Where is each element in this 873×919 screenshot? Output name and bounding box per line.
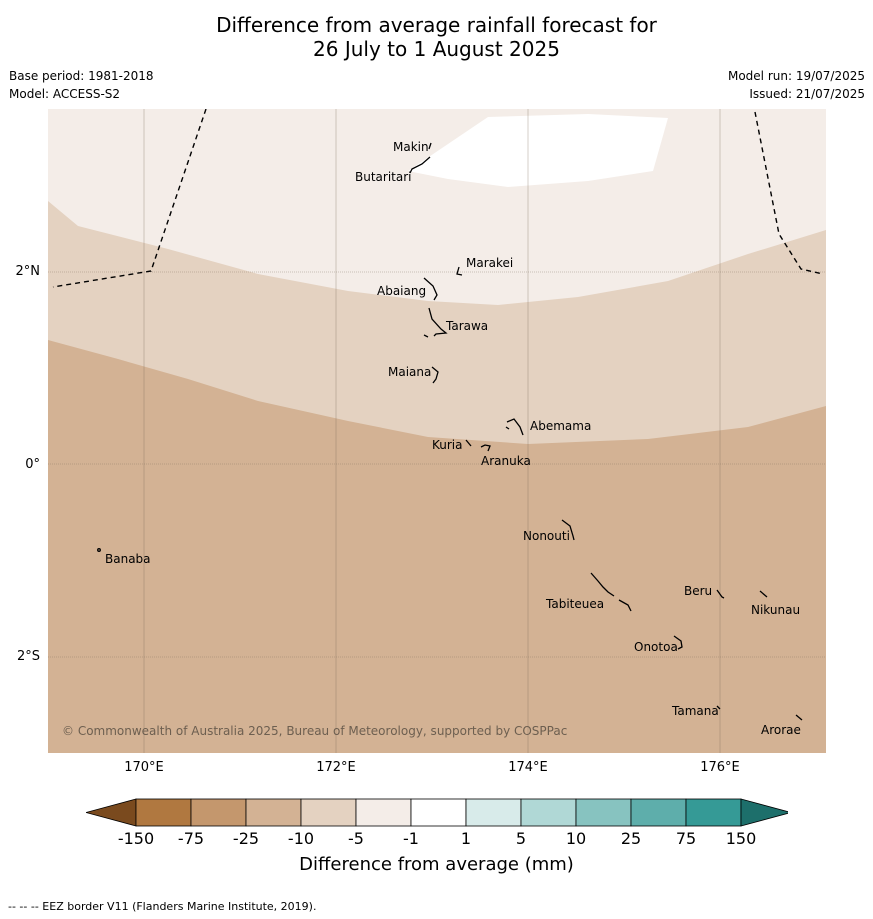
place-label: Makin xyxy=(393,140,429,154)
place-label: Maiana xyxy=(388,365,431,379)
graticule xyxy=(143,109,721,753)
place-label: Onotoa xyxy=(634,640,678,654)
colorbar-segment xyxy=(300,798,357,827)
place-label: Marakei xyxy=(466,256,513,270)
place-label: Nonouti xyxy=(523,529,570,543)
place-label: Arorae xyxy=(761,723,801,737)
place-label: Abaiang xyxy=(377,284,426,298)
colorbar-segment xyxy=(190,798,247,827)
colorbar-tick: -10 xyxy=(287,829,315,848)
rainfall-map: Makin Butaritari Marakei Abaiang Tarawa … xyxy=(48,109,826,753)
eez-legend-note: -- -- -- EEZ border V11 (Flanders Marine… xyxy=(8,900,317,913)
place-label: Beru xyxy=(684,584,712,598)
colorbar-tick: -25 xyxy=(232,829,260,848)
place-label: Aranuka xyxy=(481,454,531,468)
colorbar-segment xyxy=(355,798,412,827)
island-outlines xyxy=(97,142,803,721)
model-run: Model run: 19/07/2025 xyxy=(727,69,865,83)
place-label: Butaritari xyxy=(355,170,412,184)
colorbar-tick: 75 xyxy=(675,829,697,848)
colorbar-segment xyxy=(740,798,793,827)
colorbar-segment xyxy=(520,798,577,827)
lon-label: 176°E xyxy=(700,760,740,775)
place-label: Nikunau xyxy=(751,603,800,617)
place-label: Tabiteuea xyxy=(545,597,604,611)
place-label: Kuria xyxy=(432,438,463,452)
colorbar-tick: -75 xyxy=(177,829,205,848)
colorbar-segment xyxy=(245,798,302,827)
place-label: Tamana xyxy=(671,704,719,718)
colorbar-units-label: Difference from average (mm) xyxy=(299,854,574,875)
colorbar-segment xyxy=(84,798,137,827)
lon-label: 174°E xyxy=(508,760,548,775)
eez-border xyxy=(52,109,824,288)
colorbar-tick: 1 xyxy=(460,829,472,848)
model-name: Model: ACCESS-S2 xyxy=(9,87,121,101)
map-title-line2: 26 July to 1 August 2025 xyxy=(313,37,560,61)
place-label: Tarawa xyxy=(445,319,488,333)
colorbar-segment xyxy=(685,798,742,827)
base-period: Base period: 1981-2018 xyxy=(9,69,154,83)
colorbar-tick: 5 xyxy=(515,829,527,848)
colorbar xyxy=(84,798,793,832)
lat-label: 2°N xyxy=(15,264,41,279)
colorbar-tick: 150 xyxy=(725,829,757,848)
lat-label: 2°S xyxy=(16,649,40,664)
place-label: Abemama xyxy=(530,419,591,433)
colorbar-segment xyxy=(630,798,687,827)
colorbar-segment xyxy=(135,798,192,827)
colorbar-tick: -150 xyxy=(117,829,155,848)
place-label: Banaba xyxy=(105,552,151,566)
colorbar-segment xyxy=(465,798,522,827)
lon-label: 170°E xyxy=(124,760,164,775)
band-minus1-plus1 xyxy=(408,114,668,187)
colorbar-segment xyxy=(575,798,632,827)
colorbar-segment xyxy=(410,798,467,827)
issued-date: Issued: 21/07/2025 xyxy=(749,87,865,101)
colorbar-tick: 25 xyxy=(620,829,642,848)
map-title-line1: Difference from average rainfall forecas… xyxy=(216,13,657,37)
copyright-notice: © Commonwealth of Australia 2025, Bureau… xyxy=(62,724,568,738)
colorbar-tick: -1 xyxy=(403,829,419,848)
lon-label: 172°E xyxy=(316,760,356,775)
lat-label: 0° xyxy=(25,457,40,472)
colorbar-tick: 10 xyxy=(565,829,587,848)
colorbar-tick: -5 xyxy=(348,829,364,848)
